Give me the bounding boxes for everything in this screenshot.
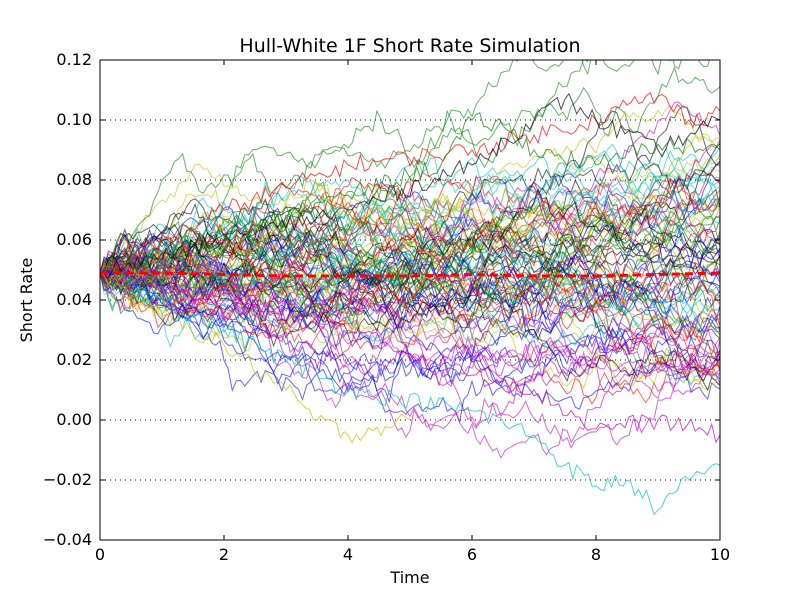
sim-path [100, 260, 720, 390]
sim-path [100, 215, 720, 327]
sim-path [100, 258, 720, 432]
y-tick-label: 0.12 [56, 50, 92, 69]
chart-title: Hull-White 1F Short Rate Simulation [239, 35, 580, 57]
highlighted-path [100, 272, 411, 444]
sim-path [100, 101, 720, 304]
sim-path [100, 227, 720, 350]
plot-area: 0.12 0.10 0.08 0.06 0.04 0.02 0.00 −0.02 −0.040 2… [43, 50, 730, 564]
sim-path [100, 214, 720, 304]
sim-path [100, 232, 720, 370]
highlighted-path [100, 92, 720, 279]
sim-path [100, 232, 720, 317]
sim-path [100, 110, 720, 300]
y-tick-label: −0.02 [43, 470, 92, 489]
sim-path [100, 180, 720, 290]
sim-path [100, 162, 720, 330]
sim-path [100, 169, 720, 314]
sim-path [100, 219, 720, 374]
sim-path [100, 177, 720, 286]
sim-path [100, 210, 720, 338]
sim-path [100, 172, 720, 291]
sim-path [100, 248, 720, 333]
y-tick-label: 0.06 [56, 230, 92, 249]
x-tick-label: 2 [219, 545, 229, 564]
sim-path [100, 147, 720, 280]
x-tick-label: 10 [710, 545, 730, 564]
sim-path [100, 105, 720, 282]
sim-path [100, 245, 720, 355]
y-tick-label: −0.04 [43, 530, 92, 549]
x-tick-label: 0 [95, 545, 105, 564]
sim-path [100, 60, 710, 274]
sim-path [100, 139, 720, 318]
sim-path [100, 272, 720, 411]
series-paths [100, 60, 720, 516]
sim-path [100, 256, 720, 460]
x-tick-label: 8 [591, 545, 601, 564]
x-tick-label: 4 [343, 545, 353, 564]
highlighted-path [100, 266, 720, 444]
x-axis-label: Time [389, 568, 429, 587]
axis-ticks: 0.12 0.10 0.08 0.06 0.04 0.02 0.00 −0.02 −0.040 2… [43, 50, 730, 564]
sim-path [100, 242, 720, 394]
y-axis-label: Short Rate [17, 258, 36, 343]
y-tick-label: 0.04 [56, 290, 92, 309]
sim-path [100, 154, 720, 300]
sim-path [100, 227, 720, 323]
x-tick-label: 6 [467, 545, 477, 564]
sim-path [100, 260, 720, 335]
sim-path [100, 202, 720, 383]
sim-path [100, 257, 720, 376]
y-tick-label: 0.02 [56, 350, 92, 369]
y-tick-label: 0.10 [56, 110, 92, 129]
highlighted-path [100, 92, 720, 281]
highlighted-path [100, 111, 720, 277]
y-tick-label: 0.08 [56, 170, 92, 189]
sim-path [100, 245, 720, 385]
sim-path [100, 241, 720, 335]
sim-path [100, 233, 720, 386]
sim-path [100, 157, 720, 303]
y-tick-label: 0.00 [56, 410, 92, 429]
highlighted-path [100, 267, 720, 516]
sim-path [100, 134, 720, 318]
sim-path [100, 147, 720, 287]
